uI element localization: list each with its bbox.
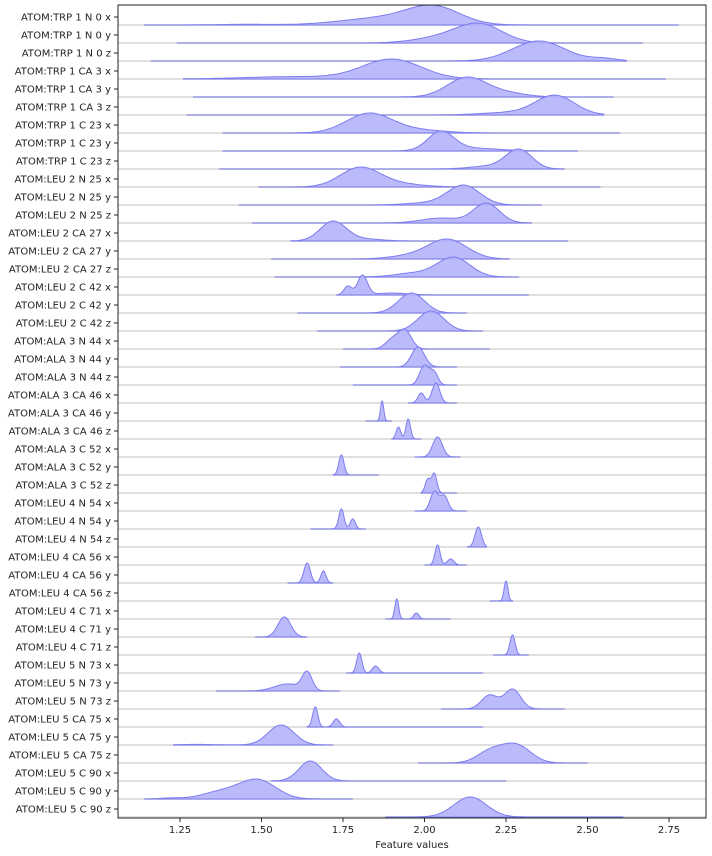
ridge-density (385, 796, 624, 818)
y-tick-label: ATOM:LEU 5 N 73 z (15, 697, 111, 708)
y-tick-label: ATOM:LEU 2 N 25 z (15, 211, 111, 222)
y-tick-label: ATOM:TRP 1 CA 3 y (15, 85, 111, 96)
ridge-density (335, 274, 529, 296)
y-tick-label: ATOM:TRP 1 C 23 y (15, 139, 111, 150)
ridge-density (414, 436, 461, 458)
ridge-density (440, 688, 565, 710)
y-tick-label: ATOM:TRP 1 N 0 y (21, 31, 111, 42)
ridge-density (343, 328, 490, 350)
y-tick-label: ATOM:LEU 4 C 71 x (15, 607, 111, 618)
y-tick-label: ATOM:LEU 5 N 73 x (15, 661, 112, 672)
y-tick-label: ATOM:LEU 5 CA 75 z (9, 751, 111, 762)
x-tick-label: 1.25 (169, 825, 191, 836)
y-tick-label: ATOM:LEU 2 C 42 z (16, 319, 111, 330)
y-tick-label: ATOM:TRP 1 CA 3 x (15, 67, 111, 78)
ridge-density (144, 778, 353, 800)
ridge-density (332, 454, 379, 476)
ridge-density (144, 4, 679, 26)
y-tick-label: ATOM:LEU 4 CA 56 x (8, 553, 111, 564)
y-tick-label: ATOM:ALA 3 N 44 y (14, 355, 111, 366)
ridge-density (391, 418, 422, 440)
ridge-density (492, 634, 529, 656)
ridge-density (254, 616, 308, 638)
y-tick-label: ATOM:LEU 2 CA 27 y (8, 247, 111, 258)
ridge-density (172, 724, 334, 746)
ridge-density (346, 652, 484, 674)
y-tick-label: ATOM:TRP 1 N 0 x (21, 13, 111, 24)
y-tick-label: ATOM:LEU 5 CA 75 x (8, 715, 111, 726)
y-tick-label: ATOM:LEU 5 C 90 z (16, 805, 111, 816)
y-tick-label: ATOM:LEU 2 C 42 y (15, 301, 111, 312)
ridge-density (385, 598, 451, 620)
y-tick-label: ATOM:ALA 3 CA 46 x (8, 391, 111, 402)
y-tick-label: ATOM:LEU 5 C 90 x (15, 769, 111, 780)
y-tick-label: ATOM:LEU 2 CA 27 x (8, 229, 111, 240)
y-tick-label: ATOM:ALA 3 CA 46 y (8, 409, 111, 420)
ridge-density (489, 580, 514, 602)
ridge-density (251, 202, 533, 224)
y-tick-label: ATOM:LEU 2 N 25 x (15, 175, 112, 186)
ridge-density (297, 292, 467, 314)
y-tick-label: ATOM:LEU 4 N 54 x (15, 499, 112, 510)
ridge-density (352, 364, 458, 386)
y-tick-label: ATOM:LEU 4 N 54 y (15, 517, 112, 528)
ridge-density (414, 490, 467, 512)
ridge-density (287, 562, 334, 584)
y-tick-label: ATOM:LEU 2 N 25 y (15, 193, 112, 204)
y-tick-label: ATOM:LEU 5 CA 75 y (8, 733, 111, 744)
y-tick-label: ATOM:TRP 1 N 0 z (22, 49, 111, 60)
y-tick-label: ATOM:LEU 5 C 90 y (15, 787, 111, 798)
ridge-density (182, 58, 666, 80)
ridge-density (316, 310, 484, 332)
y-tick-label: ATOM:LEU 4 C 71 z (16, 643, 111, 654)
y-tick-label: ATOM:LEU 4 CA 56 z (9, 589, 111, 600)
y-tick-label: ATOM:TRP 1 CA 3 z (15, 103, 111, 114)
x-tick-label: 1.50 (250, 825, 272, 836)
y-tick-label: ATOM:LEU 4 C 71 y (15, 625, 111, 636)
y-tick-label: ATOM:TRP 1 C 23 x (15, 121, 111, 132)
x-tick-label: 2.50 (576, 825, 598, 836)
y-tick-label: ATOM:LEU 2 CA 27 z (9, 265, 111, 276)
ridge-density (176, 22, 643, 44)
ridge-density (274, 256, 520, 278)
ridge-density (365, 400, 392, 422)
x-tick-label: 2.75 (658, 825, 680, 836)
y-tick-label: ATOM:ALA 3 C 52 x (15, 445, 111, 456)
y-tick-label: ATOM:ALA 3 CA 46 z (9, 427, 111, 438)
y-tick-label: ATOM:LEU 2 C 42 x (15, 283, 111, 294)
ridge-density (290, 220, 568, 242)
ridge-density (219, 148, 565, 170)
ridge-density (408, 382, 458, 404)
x-tick-label: 1.75 (332, 825, 354, 836)
ridge-density (271, 238, 511, 260)
y-tick-label: ATOM:ALA 3 N 44 z (15, 373, 111, 384)
y-tick-label: ATOM:LEU 4 CA 56 y (8, 571, 111, 582)
ridge-density (417, 742, 588, 764)
ridge-density (258, 166, 601, 188)
y-tick-label: ATOM:TRP 1 C 23 z (16, 157, 111, 168)
ridge-density (215, 670, 340, 692)
ridge-density (420, 472, 458, 494)
x-tick-label: 2.25 (495, 825, 517, 836)
ridge-density (310, 508, 366, 530)
y-tick-label: ATOM:ALA 3 C 52 y (15, 463, 111, 474)
y-tick-label: ATOM:ALA 3 N 44 x (14, 337, 111, 348)
ridge-density (222, 112, 621, 134)
x-tick-label: 2.00 (413, 825, 435, 836)
ridge-density (424, 544, 467, 566)
ridge-density (306, 706, 484, 728)
ridge-density (238, 184, 542, 206)
plot-frame (117, 4, 707, 819)
ridge-density (339, 346, 458, 368)
y-tick-label: ATOM:LEU 5 N 73 y (15, 679, 112, 690)
x-axis-label: Feature values (375, 840, 449, 851)
ridge-density (186, 94, 605, 116)
y-tick-label: ATOM:LEU 4 N 54 z (15, 535, 111, 546)
ridge-density (270, 760, 506, 782)
y-tick-label: ATOM:ALA 3 C 52 z (15, 481, 111, 492)
ridge-density (466, 526, 487, 548)
